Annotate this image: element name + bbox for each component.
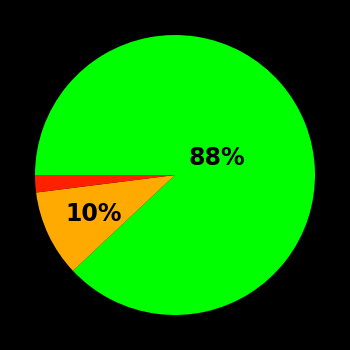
Text: 88%: 88% — [189, 146, 245, 170]
Text: 10%: 10% — [65, 202, 122, 226]
Wedge shape — [35, 175, 175, 192]
Wedge shape — [35, 35, 315, 315]
Wedge shape — [36, 175, 175, 271]
